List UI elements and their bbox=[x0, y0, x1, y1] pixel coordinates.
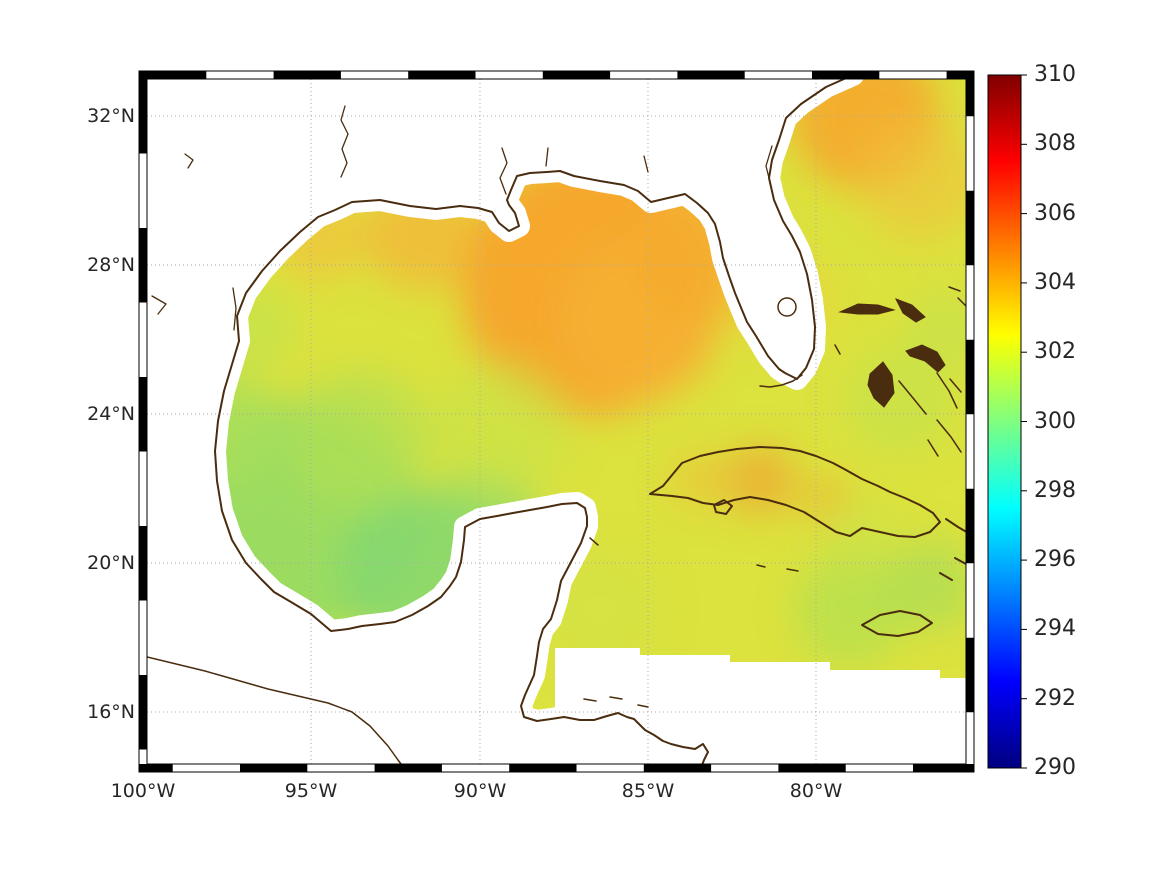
cb-tick-290: 290 bbox=[1034, 755, 1076, 780]
bahamas-chains bbox=[834, 286, 968, 457]
cb-tick-308: 308 bbox=[1034, 131, 1076, 156]
lagoon-mexico bbox=[151, 295, 167, 315]
rivers-texas bbox=[184, 105, 349, 331]
lon-tick-85w: 85°W bbox=[621, 780, 675, 802]
lat-tick-32n: 32°N bbox=[87, 105, 135, 127]
cb-tick-302: 302 bbox=[1034, 339, 1076, 364]
cb-tick-294: 294 bbox=[1034, 616, 1076, 641]
lat-tick-28n: 28°N bbox=[87, 254, 135, 276]
lon-tick-90w: 90°W bbox=[453, 780, 507, 802]
rivers-mississippi-mobile bbox=[499, 147, 649, 195]
river-st-johns bbox=[765, 145, 773, 187]
lon-tick-95w: 95°W bbox=[284, 780, 338, 802]
islands-bay-of-honduras bbox=[583, 696, 649, 708]
coastline-us-gulf-atlantic bbox=[236, 75, 854, 380]
lat-tick-24n: 24°N bbox=[87, 403, 135, 425]
lake-okeechobee bbox=[777, 297, 797, 317]
colorbar-gradient bbox=[987, 74, 1022, 769]
coastline-cuba bbox=[649, 446, 941, 538]
island-cozumel bbox=[589, 537, 599, 546]
coastline-mexico-yucatan bbox=[214, 340, 709, 768]
coastline-jamaica bbox=[861, 610, 933, 637]
coastline-mexico-pacific bbox=[143, 655, 405, 768]
colorbar bbox=[987, 74, 1027, 769]
lat-tick-20n: 20°N bbox=[87, 552, 135, 574]
lat-tick-16n: 16°N bbox=[87, 701, 135, 723]
cb-tick-306: 306 bbox=[1034, 201, 1076, 226]
colorbar-tick-marks bbox=[1021, 74, 1027, 769]
isle-of-youth bbox=[713, 499, 733, 515]
cb-tick-304: 304 bbox=[1034, 270, 1076, 295]
lon-tick-100w: 100°W bbox=[110, 780, 176, 802]
cb-tick-300: 300 bbox=[1034, 409, 1076, 434]
florida-keys bbox=[759, 374, 803, 388]
cb-tick-292: 292 bbox=[1034, 686, 1076, 711]
map-frame bbox=[138, 70, 975, 773]
coastlines bbox=[143, 75, 970, 768]
cb-tick-296: 296 bbox=[1034, 547, 1076, 572]
lon-tick-80w: 80°W bbox=[789, 780, 843, 802]
islands-bahamas-filled bbox=[838, 298, 946, 408]
islands-cayman bbox=[756, 564, 799, 572]
cb-tick-310: 310 bbox=[1034, 62, 1076, 87]
cb-tick-298: 298 bbox=[1034, 478, 1076, 503]
